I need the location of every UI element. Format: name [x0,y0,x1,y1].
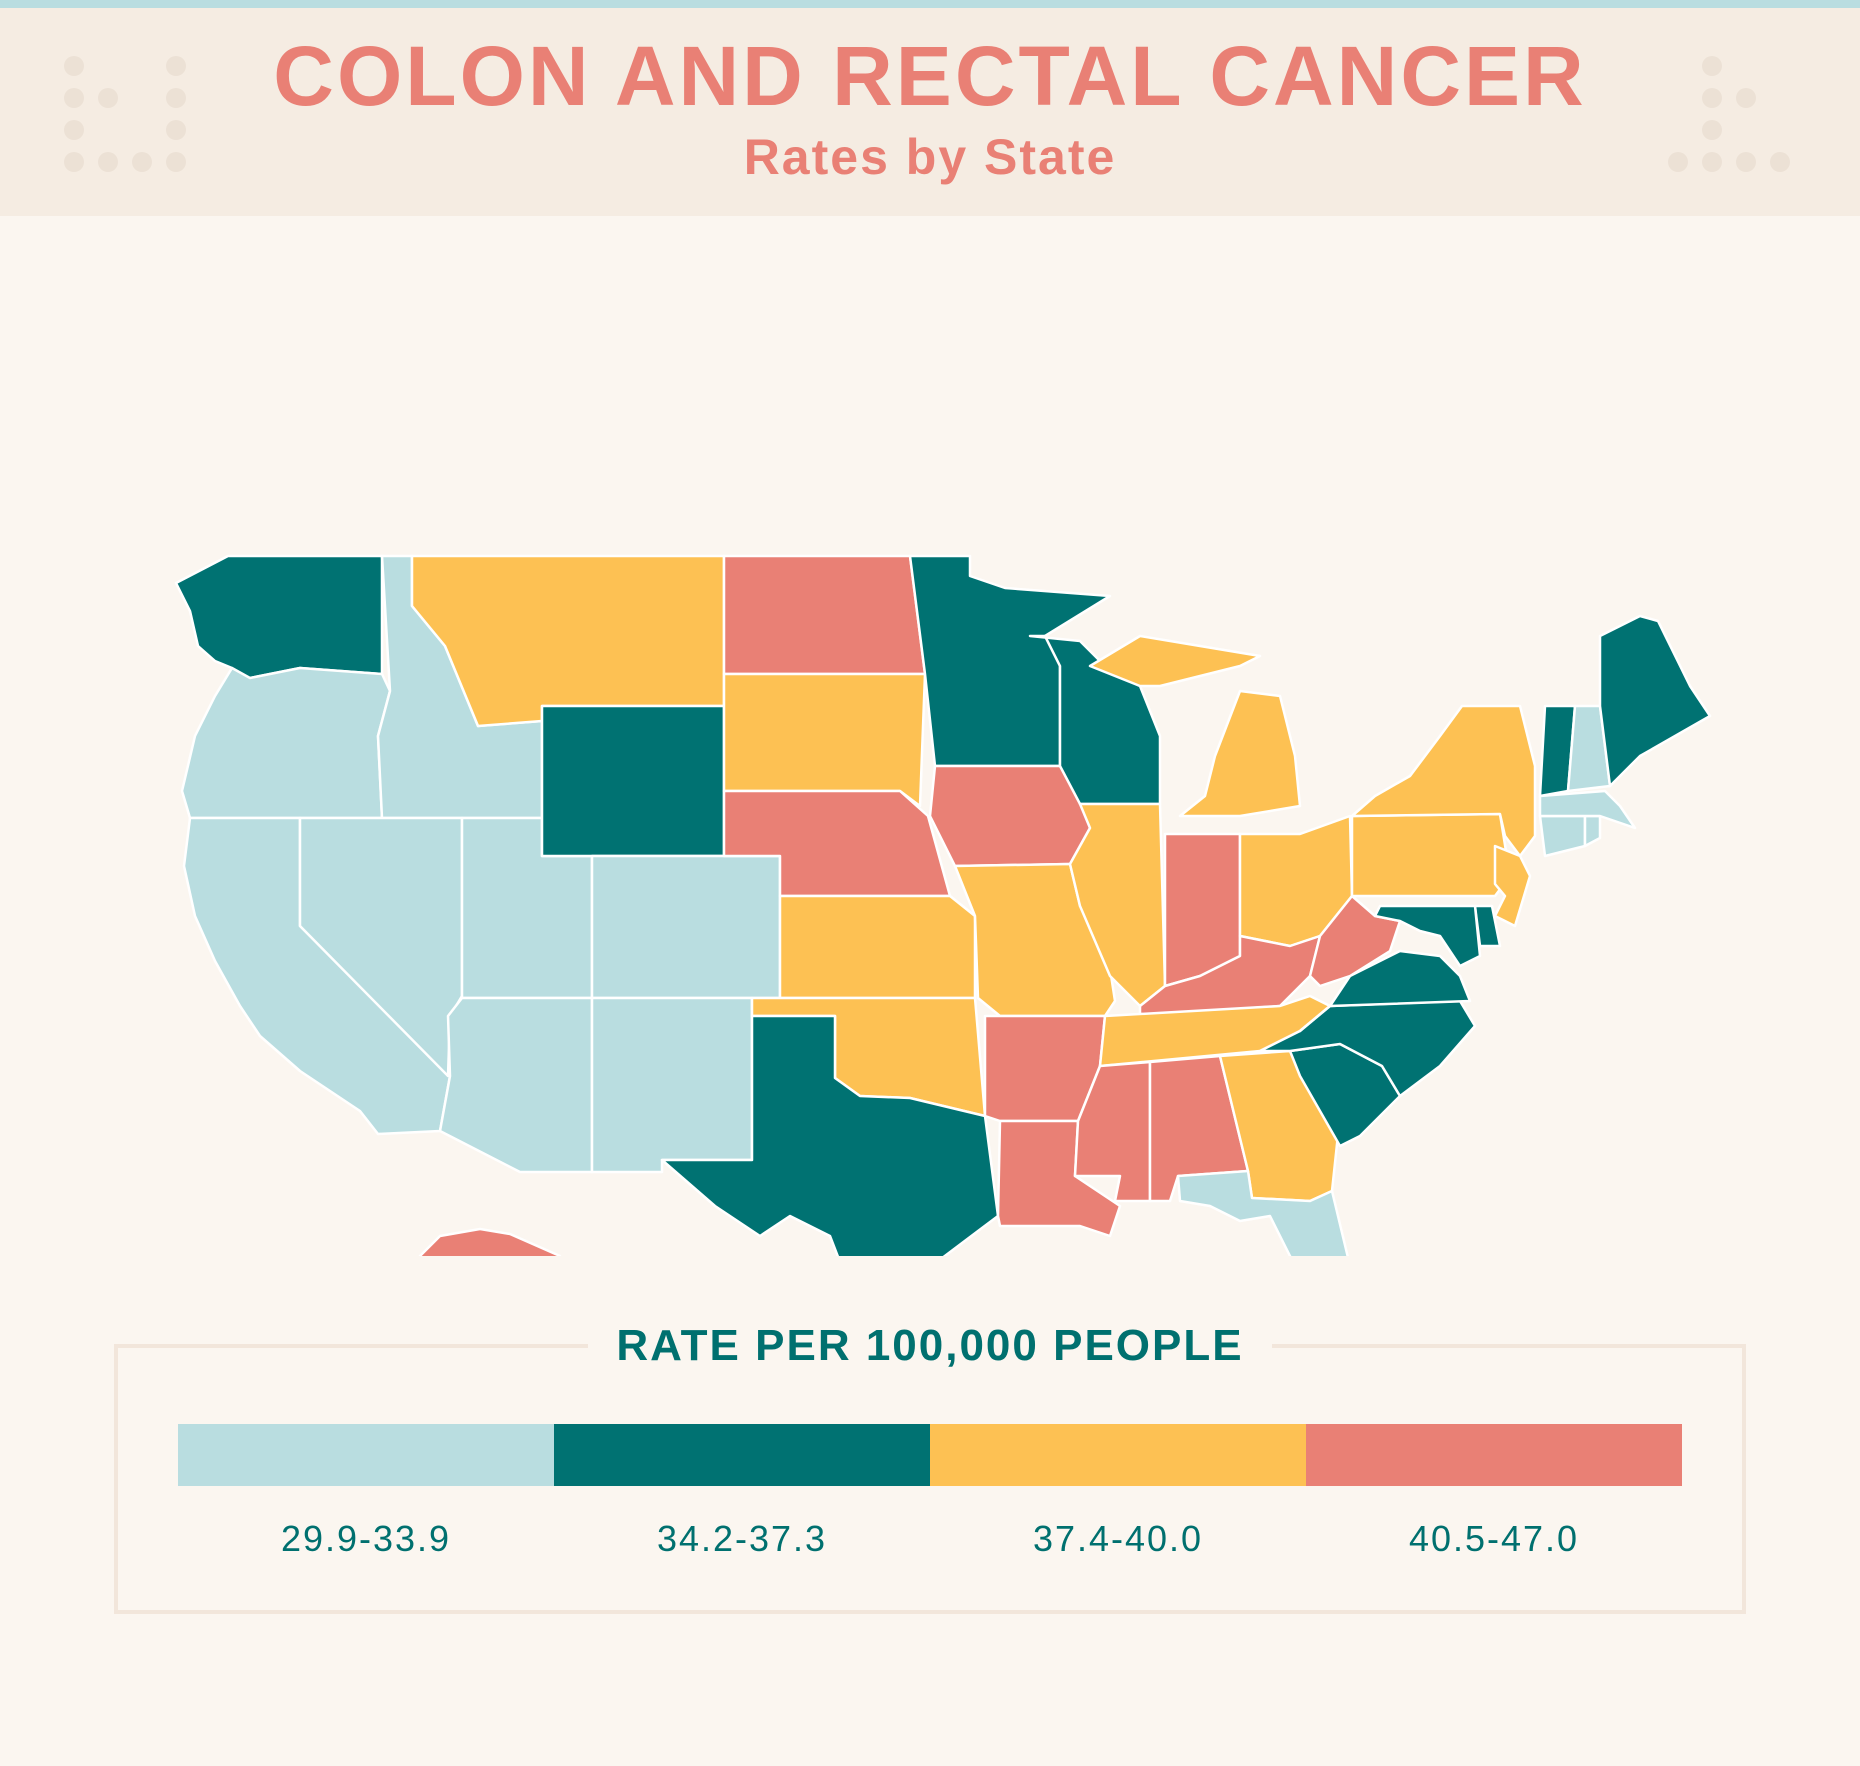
legend-range-1: 29.9-33.9 [280,1518,452,1559]
decorative-dot [166,120,186,140]
decorative-dot [132,152,152,172]
state-va [1298,949,1472,1033]
state-sd [722,672,927,808]
state-az [438,996,594,1174]
state-ny [1350,704,1537,858]
decorative-dot [98,88,118,108]
top-accent-rule [0,0,1860,8]
state-il [1068,802,1167,1008]
legend-range-4: 40.5-47.0 [1408,1518,1580,1559]
decorative-dot [64,56,84,76]
state-ct [1538,814,1587,858]
state-md [1373,904,1482,968]
legend-swatch-2 [554,1424,930,1486]
decorative-dot [1668,152,1688,172]
state-ks [778,894,977,1000]
state-co [590,854,782,1000]
legend-range-2: 34.2-37.3 [656,1518,828,1559]
state-me [1598,614,1712,788]
state-ak [418,1227,562,1256]
decorative-dot [166,152,186,172]
legend-title: RATE PER 100,000 PEOPLE [0,1320,1860,1372]
decorative-dot [64,152,84,172]
decorative-dot [64,120,84,140]
state-wa [174,554,384,688]
decorative-dot [1702,152,1722,172]
decorative-dot [1736,152,1756,172]
page-subtitle: Rates by State [743,129,1117,185]
state-tx [660,1014,1000,1256]
state-nd [722,554,927,676]
state-fl [1176,1169,1349,1256]
legend-swatch-4 [1306,1424,1682,1486]
decorative-dot [1770,152,1790,172]
decorative-dot [166,56,186,76]
legend-swatch-3 [930,1424,1306,1486]
legend-title-text: RATE PER 100,000 PEOPLE [588,1320,1272,1372]
page-title: COLON AND RECTAL CANCER [273,29,1587,123]
legend-range-3: 37.4-40.0 [1032,1518,1204,1559]
header-band [0,8,1860,216]
decorative-dot [166,88,186,108]
state-ma [1538,789,1637,830]
state-wy [540,704,726,858]
state-ia [928,764,1092,868]
decorative-dot [1736,88,1756,108]
legend-swatch-1 [178,1424,554,1486]
state-nj [1493,844,1532,928]
decorative-dot [64,88,84,108]
decorative-dot [1702,120,1722,140]
decorative-dot [1702,88,1722,108]
decorative-dot [98,152,118,172]
state-pa [1350,812,1512,898]
us-choropleth-map [174,554,1712,1256]
state-or [180,666,392,820]
state-ri [1583,814,1602,848]
state-mi [1088,634,1302,818]
decorative-dot [1702,56,1722,76]
state-nm [590,996,754,1174]
